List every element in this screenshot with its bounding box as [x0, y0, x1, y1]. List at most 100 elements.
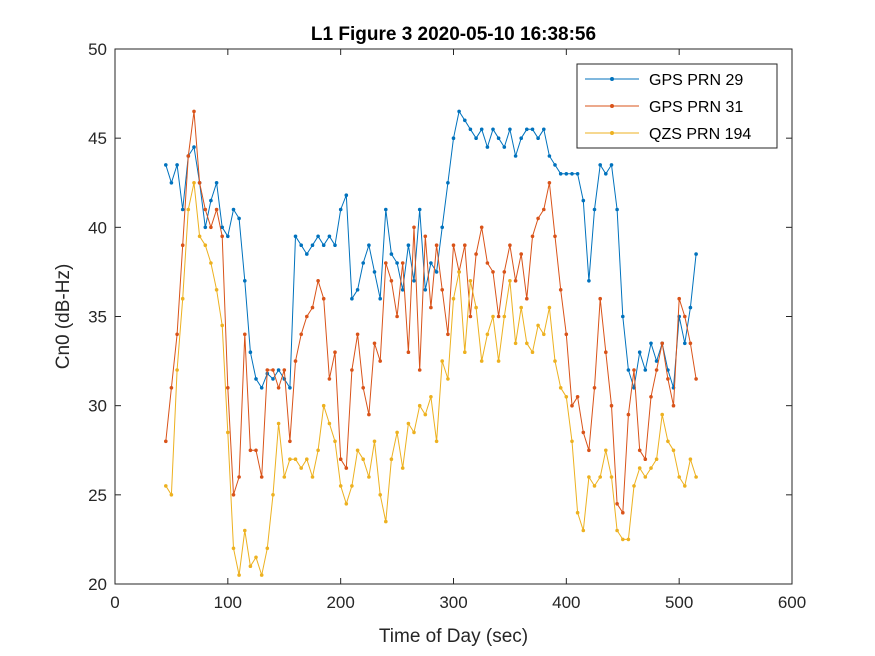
- data-point-gps-prn-31: [451, 243, 456, 247]
- data-point-qzs-prn-194: [587, 475, 591, 479]
- legend-label-gps-prn-31: GPS PRN 31: [649, 99, 743, 116]
- data-point-gps-prn-31: [243, 332, 247, 337]
- data-point-gps-prn-31: [361, 386, 366, 390]
- data-point-gps-prn-29: [175, 163, 179, 167]
- data-point-qzs-prn-194: [231, 546, 236, 551]
- data-point-gps-prn-29: [243, 279, 247, 283]
- data-point-gps-prn-31: [384, 261, 388, 265]
- y-tick-label: 20: [88, 575, 107, 594]
- data-point-gps-prn-29: [321, 243, 326, 247]
- data-point-gps-prn-29: [214, 181, 219, 185]
- data-point-gps-prn-31: [350, 368, 354, 372]
- data-point-gps-prn-29: [615, 207, 619, 212]
- data-point-gps-prn-29: [575, 172, 580, 176]
- data-point-qzs-prn-194: [220, 323, 224, 328]
- data-point-gps-prn-29: [570, 172, 574, 176]
- data-point-gps-prn-31: [417, 368, 422, 372]
- data-point-gps-prn-29: [558, 172, 563, 176]
- data-point-gps-prn-29: [355, 288, 360, 292]
- data-point-gps-prn-29: [519, 136, 523, 140]
- data-point-qzs-prn-194: [248, 564, 253, 568]
- data-point-qzs-prn-194: [389, 457, 394, 462]
- data-point-gps-prn-31: [525, 296, 529, 301]
- data-point-gps-prn-29: [637, 350, 642, 355]
- data-point-qzs-prn-194: [496, 359, 501, 363]
- data-point-qzs-prn-194: [615, 528, 619, 533]
- data-point-qzs-prn-194: [243, 528, 247, 533]
- data-point-qzs-prn-194: [338, 484, 343, 488]
- data-point-qzs-prn-194: [214, 288, 219, 292]
- data-point-gps-prn-31: [536, 216, 540, 221]
- data-point-gps-prn-29: [288, 386, 292, 390]
- data-point-gps-prn-31: [570, 403, 574, 408]
- data-point-gps-prn-31: [333, 350, 337, 355]
- data-point-gps-prn-29: [220, 225, 224, 230]
- legend-entry-gps-prn-31: GPS PRN 31: [585, 99, 743, 116]
- data-point-gps-prn-29: [451, 136, 456, 140]
- data-point-qzs-prn-194: [463, 350, 467, 355]
- data-point-qzs-prn-194: [575, 510, 580, 515]
- data-point-gps-prn-31: [479, 225, 484, 230]
- data-point-qzs-prn-194: [671, 448, 676, 453]
- data-point-qzs-prn-194: [361, 457, 366, 462]
- data-point-qzs-prn-194: [677, 475, 681, 479]
- data-point-gps-prn-29: [276, 368, 281, 372]
- data-point-qzs-prn-194: [276, 421, 281, 426]
- data-point-gps-prn-29: [604, 172, 608, 176]
- data-point-qzs-prn-194: [372, 439, 377, 444]
- data-point-gps-prn-29: [429, 261, 433, 265]
- x-axis-label: Time of Day (sec): [379, 626, 528, 647]
- data-point-qzs-prn-194: [299, 466, 304, 470]
- data-point-qzs-prn-194: [446, 377, 450, 381]
- data-point-qzs-prn-194: [378, 493, 383, 497]
- data-point-gps-prn-29: [626, 368, 631, 372]
- data-point-gps-prn-31: [637, 448, 642, 453]
- data-point-gps-prn-31: [305, 314, 309, 319]
- data-point-gps-prn-31: [180, 243, 185, 247]
- data-point-qzs-prn-194: [305, 457, 309, 462]
- data-point-gps-prn-29: [474, 136, 478, 140]
- data-point-qzs-prn-194: [321, 403, 326, 408]
- data-point-gps-prn-31: [564, 332, 569, 337]
- data-point-qzs-prn-194: [621, 537, 625, 542]
- y-tick-label: 50: [88, 40, 107, 59]
- data-point-gps-prn-29: [372, 270, 377, 274]
- data-point-gps-prn-31: [429, 305, 433, 310]
- data-point-qzs-prn-194: [643, 475, 648, 479]
- data-point-gps-prn-31: [683, 314, 687, 319]
- data-point-gps-prn-31: [299, 332, 304, 337]
- data-point-qzs-prn-194: [344, 502, 349, 506]
- data-point-gps-prn-31: [316, 279, 320, 283]
- data-point-gps-prn-31: [649, 395, 653, 399]
- data-point-gps-prn-31: [609, 403, 614, 408]
- data-point-gps-prn-31: [338, 457, 343, 462]
- data-point-qzs-prn-194: [632, 484, 636, 488]
- data-point-gps-prn-29: [299, 243, 304, 247]
- data-point-qzs-prn-194: [316, 448, 320, 453]
- data-point-gps-prn-29: [327, 234, 332, 239]
- data-point-gps-prn-31: [530, 234, 535, 239]
- data-point-gps-prn-31: [310, 305, 315, 310]
- data-point-gps-prn-29: [259, 386, 264, 390]
- data-point-qzs-prn-194: [434, 439, 439, 444]
- data-point-gps-prn-31: [271, 368, 275, 372]
- data-point-gps-prn-29: [180, 207, 185, 212]
- data-point-qzs-prn-194: [654, 457, 659, 462]
- data-point-gps-prn-31: [598, 296, 602, 301]
- data-point-gps-prn-29: [463, 118, 467, 123]
- x-tick-label: 500: [665, 593, 693, 612]
- data-point-gps-prn-31: [632, 368, 636, 372]
- data-point-qzs-prn-194: [491, 314, 495, 319]
- data-point-gps-prn-29: [536, 136, 540, 140]
- data-point-gps-prn-29: [361, 261, 366, 265]
- data-point-qzs-prn-194: [570, 439, 574, 444]
- data-point-qzs-prn-194: [637, 466, 642, 470]
- data-point-gps-prn-29: [446, 181, 450, 185]
- data-point-qzs-prn-194: [400, 466, 405, 470]
- data-point-gps-prn-29: [468, 127, 473, 132]
- data-point-qzs-prn-194: [530, 350, 535, 355]
- data-point-gps-prn-29: [344, 193, 349, 197]
- data-point-gps-prn-31: [468, 314, 473, 319]
- data-point-gps-prn-31: [164, 439, 168, 444]
- data-point-qzs-prn-194: [553, 359, 557, 363]
